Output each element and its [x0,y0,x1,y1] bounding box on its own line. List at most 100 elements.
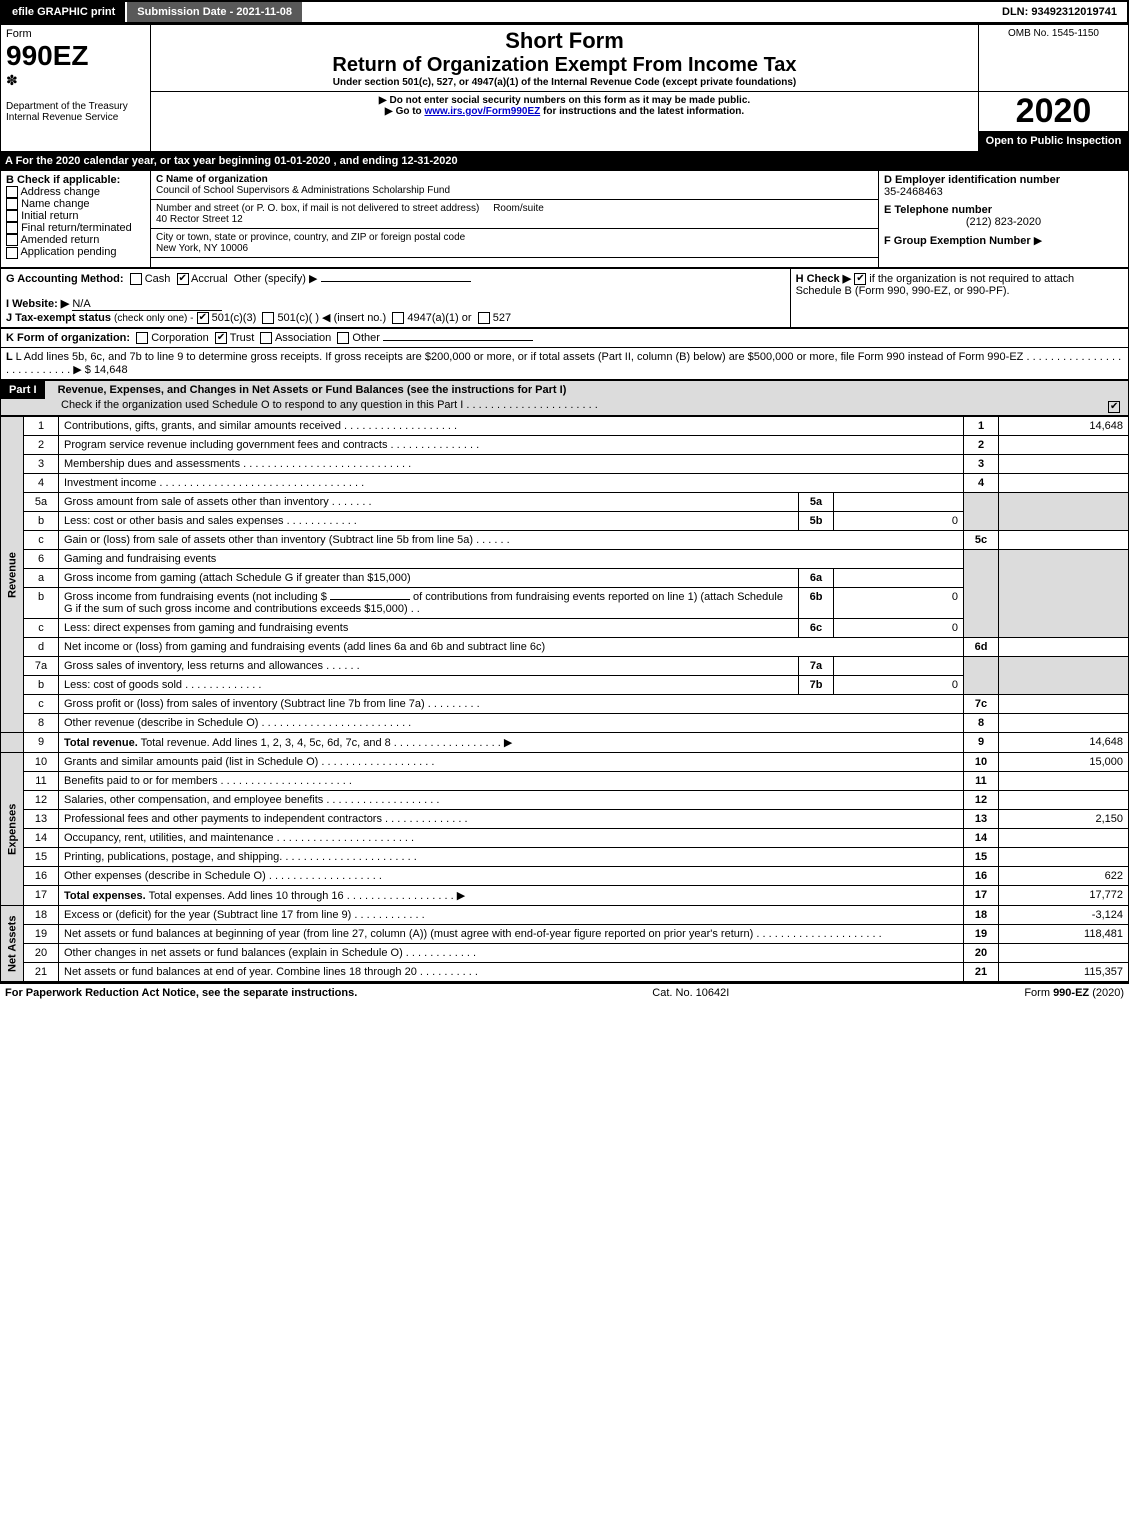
line-desc: Gaming and fundraising events [59,550,964,569]
table-row: 9 Total revenue. Total revenue. Add line… [1,733,1129,753]
f-arrow: ▶ [1034,235,1042,247]
efile-print-button[interactable]: efile GRAPHIC print [2,2,127,22]
table-row: 17Total expenses. Total expenses. Add li… [1,886,1129,906]
line-ref: 18 [964,906,999,925]
line-amount [999,791,1129,810]
line-ref: 17 [964,886,999,906]
line-amount: 17,772 [999,886,1129,906]
sub-amount: 0 [834,619,964,638]
open-public: Open to Public Inspection [979,131,1128,151]
website-value: N/A [72,298,222,311]
contrib-input[interactable] [330,599,410,600]
line-desc: Gain or (loss) from sale of assets other… [59,531,964,550]
j-527-checkbox[interactable] [478,312,490,324]
amended-return-checkbox[interactable] [6,234,18,246]
e-label: E Telephone number [884,204,1123,216]
cash-checkbox[interactable] [130,273,142,285]
h-checkbox[interactable] [854,273,866,285]
table-row: Revenue 1 Contributions, gifts, grants, … [1,417,1129,436]
j-small: (check only one) - [114,313,193,324]
sub-amount [834,493,964,512]
k-assoc-checkbox[interactable] [260,332,272,344]
i-label: I Website: ▶ [6,298,69,310]
line-num: 10 [24,753,59,772]
submission-date-button[interactable]: Submission Date - 2021-11-08 [127,2,302,22]
application-pending-checkbox[interactable] [6,247,18,259]
footer-left: For Paperwork Reduction Act Notice, see … [5,987,357,999]
line-num: 21 [24,963,59,982]
other-specify-input[interactable] [321,281,471,282]
k-other-input[interactable] [383,340,533,341]
shade-cell [999,657,1129,695]
dept-treasury: Department of the Treasury [6,101,145,112]
line-ref: 3 [964,455,999,474]
opt-initial: Initial return [21,210,78,222]
j-4947-checkbox[interactable] [392,312,404,324]
k-corp-checkbox[interactable] [136,332,148,344]
j-501c3: 501(c)(3) [212,312,257,324]
line-ref: 5c [964,531,999,550]
line-ref: 11 [964,772,999,791]
line-ref: 20 [964,944,999,963]
table-row: 3 Membership dues and assessments . . . … [1,455,1129,474]
revenue-vlabel: Revenue [1,417,24,733]
irs-link[interactable]: www.irs.gov/Form990EZ [424,106,540,117]
j-501c3-checkbox[interactable] [197,312,209,324]
footer-center: Cat. No. 10642I [652,987,729,999]
line-desc: Gross income from fundraising events (no… [59,588,799,619]
c-name-cell: C Name of organization Council of School… [151,171,879,200]
final-return-checkbox[interactable] [6,222,18,234]
g-label: G Accounting Method: [6,273,124,285]
line-desc: Gross profit or (loss) from sales of inv… [59,695,964,714]
sub-ref: 7a [799,657,834,676]
sub-ref: 5b [799,512,834,531]
accrual-checkbox[interactable] [177,273,189,285]
line-desc: Other revenue (describe in Schedule O) .… [59,714,964,733]
line-desc: Excess or (deficit) for the year (Subtra… [59,906,964,925]
part1-dots: . . . . . . . . . . . . . . . . . . . . … [463,399,597,411]
spacer-cell [151,258,879,268]
part1-label: Part I [1,381,45,399]
g-cash: Cash [145,273,171,285]
table-row: 7a Gross sales of inventory, less return… [1,657,1129,676]
line-desc: Less: cost or other basis and sales expe… [59,512,799,531]
table-row: 13Professional fees and other payments t… [1,810,1129,829]
return-title: Return of Organization Exempt From Incom… [156,54,973,77]
initial-return-checkbox[interactable] [6,210,18,222]
line-num: 19 [24,925,59,944]
name-change-checkbox[interactable] [6,198,18,210]
part1-header-table: Part I Revenue, Expenses, and Changes in… [0,380,1129,416]
part1-schedule-o-checkbox[interactable] [1108,401,1120,413]
line-ref: 19 [964,925,999,944]
table-row: b Gross income from fundraising events (… [1,588,1129,619]
k-trust-checkbox[interactable] [215,332,227,344]
line-amount: 2,150 [999,810,1129,829]
opt-name: Name change [21,198,90,210]
sub-amount: 0 [834,512,964,531]
line-desc: Printing, publications, postage, and shi… [59,848,964,867]
ein-value: 35-2468463 [884,186,1123,198]
c-addr-cell: Number and street (or P. O. box, if mail… [151,200,879,229]
line-ref: 6d [964,638,999,657]
line-ref: 16 [964,867,999,886]
ssn-warning: Do not enter social security numbers on … [390,95,751,106]
g-other: Other (specify) [234,273,306,285]
address-change-checkbox[interactable] [6,186,18,198]
f-label: F Group Exemption Number [884,235,1031,247]
line-amount [999,638,1129,657]
j-label: J Tax-exempt status [6,312,111,324]
table-row: 2 Program service revenue including gove… [1,436,1129,455]
line-num: b [24,676,59,695]
top-bar: efile GRAPHIC print Submission Date - 20… [0,0,1129,24]
shade-cell [999,493,1129,531]
line-desc: Net assets or fund balances at end of ye… [59,963,964,982]
j-501c-checkbox[interactable] [262,312,274,324]
k-other-checkbox[interactable] [337,332,349,344]
line-amount: 15,000 [999,753,1129,772]
line-desc: Net assets or fund balances at beginning… [59,925,964,944]
part1-check-text: Check if the organization used Schedule … [61,399,463,411]
line-ref: 13 [964,810,999,829]
section-b-cell: B Check if applicable: Address change Na… [1,171,151,268]
h-label: H Check ▶ [796,273,852,285]
line-amount [999,436,1129,455]
